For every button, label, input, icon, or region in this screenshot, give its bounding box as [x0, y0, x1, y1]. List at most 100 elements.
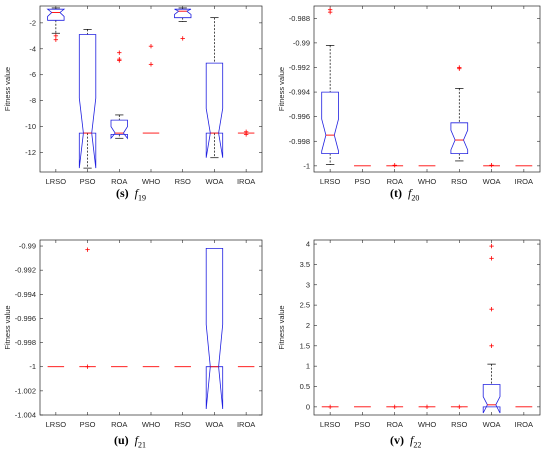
y-tick-label: -2 — [29, 18, 36, 27]
box-rso — [450, 65, 469, 162]
outlier-point — [457, 66, 462, 71]
y-tick-label: -12 — [25, 148, 36, 157]
notched-box — [205, 247, 224, 410]
outlier-point — [243, 132, 249, 137]
box-woa — [483, 163, 500, 168]
y-tick-label: -1 — [29, 362, 36, 371]
notched-box — [78, 34, 97, 169]
box-rso — [174, 7, 192, 41]
x-tick-label: WOA — [483, 420, 501, 429]
notched-box — [482, 384, 501, 414]
y-tick-label: 0 — [306, 402, 310, 411]
y-tick-label: -1.002 — [15, 386, 36, 395]
x-tick-label: PSO — [80, 420, 96, 429]
outlier-point — [489, 306, 494, 312]
y-tick-label: 2 — [306, 321, 310, 330]
box-roa — [386, 163, 404, 168]
box-roa — [386, 404, 404, 410]
caption-letter: (s) — [116, 186, 129, 200]
plot-frame — [39, 5, 263, 173]
x-tick-label: WHO — [418, 177, 436, 186]
y-tick-label: 0.5 — [300, 382, 310, 391]
caption-s: (s) f19 — [116, 186, 146, 202]
y-tick-label: 2.5 — [300, 301, 310, 310]
plot-frame — [313, 239, 541, 416]
chart-u: -1.004 -1.002 -1 -0.998 -0.996 -0.994 -0.992 -0… — [3, 239, 263, 429]
box-lrso — [321, 404, 339, 410]
box-woa — [205, 17, 224, 159]
x-tick-label: PSO — [80, 177, 96, 186]
y-tick-label: -0.992 — [15, 266, 36, 275]
x-tick-label: LRSO — [46, 420, 67, 429]
y-tick-label: 1.5 — [300, 341, 310, 350]
y-tick-label: -0.992 — [289, 63, 310, 72]
caption-func: f — [410, 433, 414, 447]
box-iroa — [237, 129, 255, 137]
y-tick-label: -0.996 — [15, 314, 36, 323]
x-tick-label: RSO — [451, 177, 467, 186]
caption-u: (u) f21 — [114, 433, 146, 449]
y-axis-label: Fitness value — [277, 67, 286, 111]
x-tick-label: IROA — [237, 420, 255, 429]
box-who — [142, 44, 160, 134]
notched-box — [450, 122, 469, 155]
y-axis-label: Fitness value — [3, 305, 12, 349]
outlier-point — [424, 404, 430, 410]
outlier-point — [327, 404, 333, 410]
x-tick-label: WOA — [205, 177, 223, 186]
chart-v: 0 0.5 1 1.5 2 2.5 3 3.5 4 LRSO PSO ROA WHO RSO WOA IROA… — [277, 239, 541, 429]
box-lrso — [46, 7, 66, 42]
y-axis-label: Fitness value — [277, 305, 286, 349]
x-tick-label: WHO — [142, 420, 160, 429]
x-tick-label: IROA — [515, 420, 533, 429]
x-tick-label: RSO — [175, 177, 191, 186]
x-tick-label: ROA — [387, 177, 403, 186]
outlier-point — [53, 37, 59, 42]
notched-box — [321, 91, 339, 155]
caption-letter: (v) — [390, 433, 404, 447]
outlier-point — [148, 62, 154, 67]
x-tick-label: LRSO — [320, 177, 341, 186]
box-who — [418, 404, 436, 410]
notched-box — [110, 119, 128, 140]
box-lrso — [321, 7, 339, 165]
box-woa — [482, 243, 501, 414]
x-tick-label: PSO — [355, 420, 371, 429]
outlier-point — [392, 163, 397, 168]
y-tick-label: 4 — [306, 240, 310, 249]
x-tick-label: IROA — [237, 177, 255, 186]
outlier-point — [117, 58, 122, 63]
caption-sub: 22 — [413, 440, 422, 450]
chart-t: -1 -0.998 -0.996 -0.994 -0.992 -0.99 -0.988 LRS… — [277, 5, 541, 186]
box-pso — [78, 28, 97, 169]
caption-sub: 20 — [411, 193, 420, 203]
x-tick-label: WHO — [418, 420, 436, 429]
y-tick-label: 1 — [306, 362, 310, 371]
x-tick-label: ROA — [111, 420, 127, 429]
box-woa — [205, 247, 224, 410]
y-tick-label: -0.994 — [289, 88, 310, 97]
outlier-point — [489, 243, 494, 249]
y-tick-label: -0.988 — [289, 14, 310, 23]
x-tick-label: LRSO — [320, 420, 341, 429]
x-tick-label: IROA — [515, 177, 533, 186]
y-axis-label: Fitness value — [3, 67, 12, 111]
caption-letter: (u) — [114, 433, 129, 447]
y-tick-label: -0.994 — [15, 290, 36, 299]
y-tick-label: -0.99 — [293, 38, 310, 47]
caption-sub: 19 — [138, 193, 147, 203]
y-tick-label: -0.998 — [289, 137, 310, 146]
notched-box — [174, 8, 192, 19]
outlier-point — [489, 256, 494, 261]
caption-func: f — [134, 433, 139, 447]
x-tick-label: WOA — [205, 420, 223, 429]
plot-frame — [313, 5, 541, 173]
outlier-point — [85, 247, 90, 252]
x-tick-label: WHO — [142, 177, 160, 186]
y-tick-label: -6 — [29, 70, 36, 79]
y-tick-label: 3 — [306, 280, 310, 289]
x-tick-label: LRSO — [46, 177, 67, 186]
caption-sub: 21 — [138, 440, 147, 450]
y-tick-label: -4 — [29, 44, 36, 53]
